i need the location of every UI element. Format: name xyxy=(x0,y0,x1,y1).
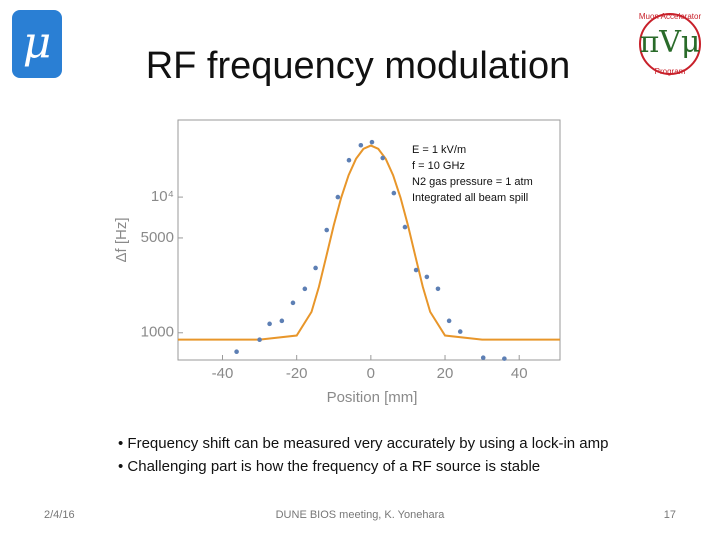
annotation: Integrated all beam spill xyxy=(412,192,528,204)
logo-right-text: Program xyxy=(655,67,686,76)
data-point xyxy=(290,300,296,306)
data-point xyxy=(380,155,386,161)
bullet: • Frequency shift can be measured very a… xyxy=(118,435,608,452)
annotation: f = 10 GHz xyxy=(412,160,465,172)
footer-date: 2/4/16 xyxy=(44,509,75,521)
data-point xyxy=(402,224,408,230)
data-point xyxy=(257,337,262,343)
x-tick-label: -40 xyxy=(212,365,234,382)
annotation: N2 gas pressure = 1 atm xyxy=(412,176,533,188)
bullet: • Challenging part is how the frequency … xyxy=(118,458,540,475)
x-axis-label: Position [mm] xyxy=(327,389,418,406)
data-point xyxy=(446,318,452,324)
plot-frame xyxy=(177,119,561,361)
data-point xyxy=(358,142,364,148)
logo-right-ring xyxy=(639,13,701,75)
data-point xyxy=(313,265,318,271)
footer-center: DUNE BIOS meeting, K. Yonehara xyxy=(276,509,446,521)
logo-left-text: μ xyxy=(23,18,52,69)
data-point xyxy=(234,349,239,355)
x-tick-label: 20 xyxy=(437,365,454,382)
logo-right-text: Muon Accelerator xyxy=(639,12,702,21)
logo-right-mark: πVμ xyxy=(640,25,701,60)
slide-title: RF frequency modulation xyxy=(146,45,571,87)
data-point xyxy=(435,286,441,292)
x-tick-label: 40 xyxy=(511,365,528,382)
data-point xyxy=(424,274,430,280)
x-tick-label: 0 xyxy=(367,365,375,382)
y-tick-label: 10⁴ xyxy=(151,188,174,205)
data-point xyxy=(335,194,341,200)
data-point xyxy=(279,318,285,324)
fit-line xyxy=(178,144,560,341)
data-point xyxy=(346,157,352,163)
y-tick-label: 1000 xyxy=(141,324,174,341)
data-point xyxy=(457,329,463,334)
data-point xyxy=(369,139,375,145)
x-tick-label: -20 xyxy=(286,365,308,382)
footer-page: 17 xyxy=(664,509,676,521)
data-point xyxy=(413,267,419,273)
data-point xyxy=(502,356,507,361)
data-point xyxy=(267,321,272,327)
annotation: E = 1 kV/m xyxy=(412,144,466,156)
y-axis-label: Δf [Hz] xyxy=(113,217,130,262)
y-tick-label: 5000 xyxy=(141,229,174,246)
logo-left-box xyxy=(12,10,62,78)
data-point xyxy=(480,355,486,361)
data-point xyxy=(324,227,330,233)
data-point xyxy=(302,286,308,292)
data-point xyxy=(391,190,397,196)
